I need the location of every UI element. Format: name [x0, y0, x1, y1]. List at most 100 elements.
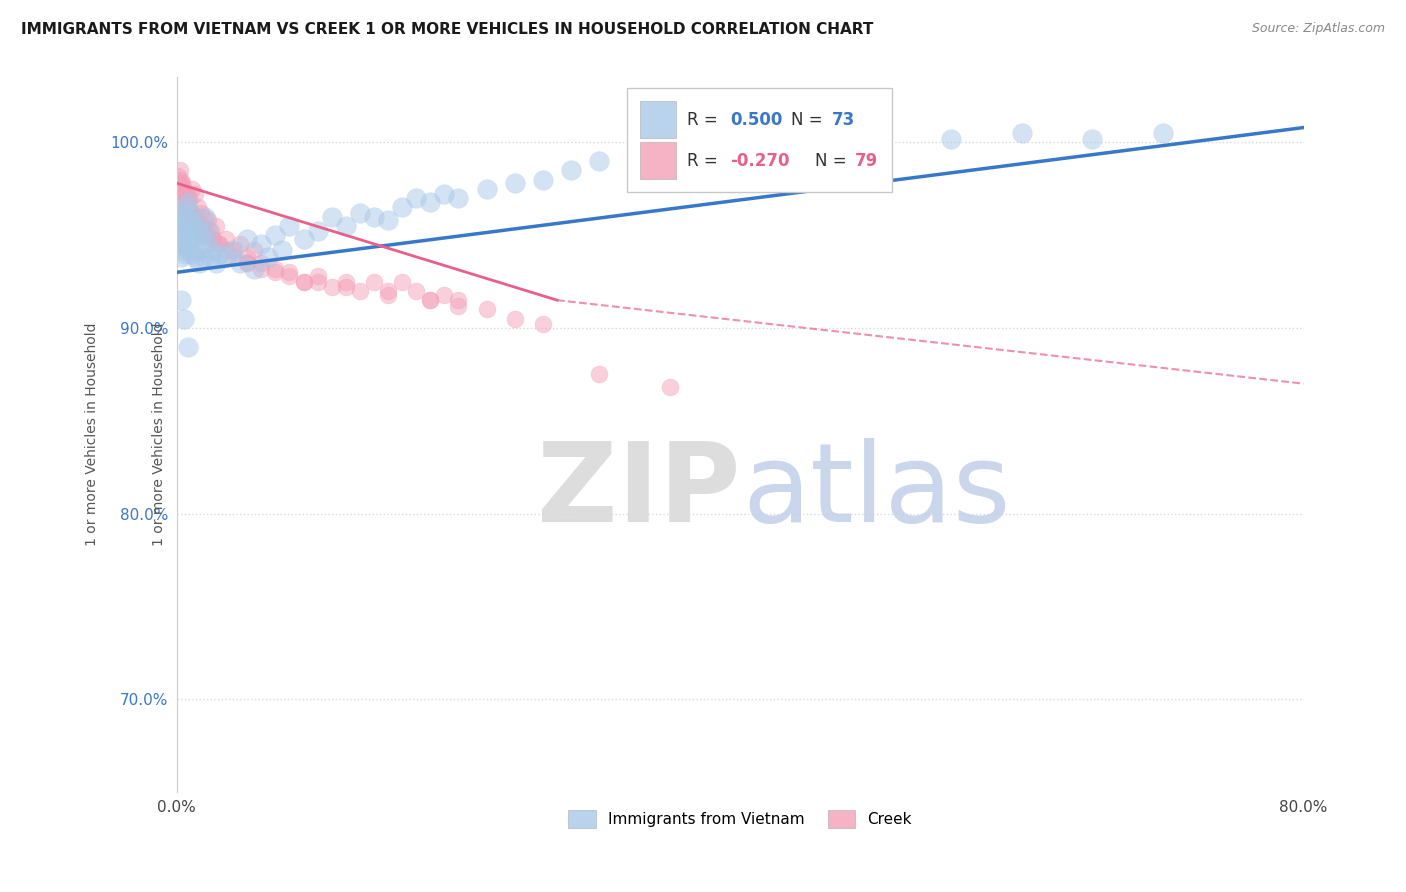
Point [503, 311, 526, 326]
Point [193, 210, 215, 224]
Point [191, 219, 214, 233]
Point [264, 265, 287, 279]
Point [447, 293, 470, 307]
Point [174, 246, 197, 260]
Point [169, 228, 191, 243]
Point [236, 256, 259, 270]
Point [172, 243, 194, 257]
Point [433, 187, 456, 202]
Point [531, 318, 554, 332]
Point [391, 200, 413, 214]
Point [503, 176, 526, 190]
Point [349, 206, 371, 220]
Point [1152, 126, 1174, 140]
Point [588, 153, 610, 168]
Point [419, 293, 441, 307]
Point [191, 228, 214, 243]
Point [187, 200, 209, 214]
Point [363, 275, 385, 289]
Point [177, 194, 200, 209]
Legend: Immigrants from Vietnam, Creek: Immigrants from Vietnam, Creek [562, 804, 918, 834]
Point [200, 225, 222, 239]
Point [1011, 126, 1033, 140]
Point [222, 243, 245, 257]
Point [173, 200, 195, 214]
Point [433, 287, 456, 301]
Point [377, 287, 399, 301]
Text: Source: ZipAtlas.com: Source: ZipAtlas.com [1251, 22, 1385, 36]
Point [170, 293, 193, 307]
Point [208, 237, 231, 252]
Point [229, 256, 252, 270]
Point [172, 213, 194, 227]
Point [170, 251, 193, 265]
Point [250, 261, 273, 276]
Point [200, 251, 222, 265]
Point [419, 194, 441, 209]
Point [176, 219, 198, 233]
Point [658, 380, 681, 394]
Point [184, 187, 207, 202]
Point [205, 256, 228, 270]
Point [800, 131, 823, 145]
Point [292, 275, 315, 289]
Text: R =: R = [688, 111, 723, 128]
Point [181, 246, 204, 260]
Point [191, 225, 214, 239]
Text: N =: N = [790, 111, 828, 128]
Point [377, 213, 399, 227]
Point [167, 232, 190, 246]
Point [208, 246, 231, 260]
Point [174, 210, 197, 224]
Point [180, 206, 202, 220]
Point [183, 210, 205, 224]
Point [180, 213, 202, 227]
Point [205, 219, 228, 233]
Point [173, 311, 195, 326]
Point [447, 191, 470, 205]
Point [184, 251, 207, 265]
Point [173, 182, 195, 196]
Point [321, 210, 343, 224]
Point [169, 206, 191, 220]
Point [176, 241, 198, 255]
Point [173, 225, 195, 239]
Y-axis label: 1 or more Vehicles in Household: 1 or more Vehicles in Household [86, 323, 100, 547]
Point [236, 232, 259, 246]
Point [236, 256, 259, 270]
Text: atlas: atlas [742, 438, 1011, 545]
Point [250, 256, 273, 270]
Point [183, 219, 205, 233]
Point [243, 261, 266, 276]
Point [335, 219, 357, 233]
Point [658, 145, 681, 159]
FancyBboxPatch shape [640, 142, 676, 179]
Text: ZIP: ZIP [537, 438, 740, 545]
Point [243, 243, 266, 257]
Point [188, 256, 211, 270]
Point [271, 243, 294, 257]
Point [179, 191, 201, 205]
Point [194, 228, 217, 243]
Point [186, 213, 208, 227]
Point [307, 225, 329, 239]
Point [236, 251, 259, 265]
Y-axis label: 1 or more Vehicles in Household: 1 or more Vehicles in Household [152, 323, 166, 547]
Point [172, 194, 194, 209]
Point [278, 219, 301, 233]
Point [215, 251, 238, 265]
Point [447, 299, 470, 313]
Point [170, 172, 193, 186]
Text: 0.500: 0.500 [730, 111, 782, 128]
Point [201, 232, 224, 246]
Point [170, 237, 193, 252]
Point [229, 237, 252, 252]
Point [177, 340, 200, 354]
Point [531, 172, 554, 186]
Text: N =: N = [814, 152, 852, 170]
Text: -0.270: -0.270 [730, 152, 790, 170]
Point [870, 126, 893, 140]
Point [190, 206, 212, 220]
Point [321, 280, 343, 294]
Point [1081, 131, 1104, 145]
